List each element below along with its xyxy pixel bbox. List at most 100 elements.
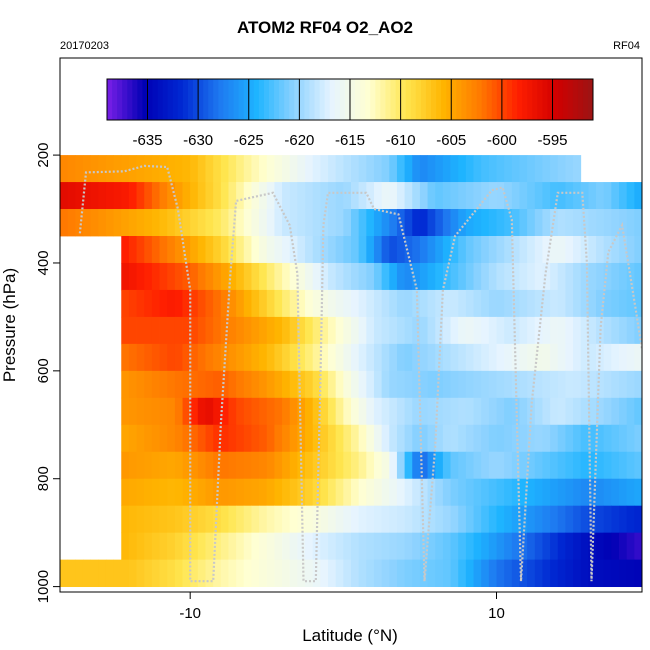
heatmap-cell — [259, 424, 268, 453]
heatmap-cell — [412, 236, 421, 264]
heatmap-cell — [511, 532, 520, 561]
heatmap-cell — [550, 505, 559, 534]
heatmap-cell — [121, 559, 130, 588]
heatmap-cell — [289, 397, 298, 426]
heatmap-cell — [297, 236, 306, 264]
heatmap-cell — [243, 182, 252, 210]
heatmap-cell — [496, 370, 505, 399]
heatmap-cell — [557, 559, 566, 588]
heatmap-cell — [266, 397, 275, 426]
heatmap-cell — [519, 262, 528, 291]
heatmap-cell — [381, 559, 390, 588]
heatmap-cell — [573, 262, 582, 291]
heatmap-cell — [312, 343, 321, 372]
heatmap-cell — [580, 451, 589, 480]
colorbar-segment — [415, 79, 422, 120]
heatmap-cell — [297, 397, 306, 426]
heatmap-cell — [458, 424, 467, 453]
heatmap-cell — [328, 559, 337, 588]
colorbar-segment — [491, 79, 498, 120]
heatmap-cell — [396, 397, 406, 426]
heatmap-cell — [573, 478, 582, 507]
colorbar-segment — [572, 79, 579, 120]
heatmap-cell — [343, 370, 352, 399]
heatmap-cell — [305, 505, 314, 534]
heatmap-cell — [481, 505, 490, 534]
heatmap-cell — [488, 236, 497, 264]
heatmap-cell — [190, 478, 199, 507]
heatmap-cell — [136, 209, 145, 237]
heatmap-cell — [619, 451, 628, 480]
heatmap-cell — [236, 209, 245, 237]
heatmap-cell — [611, 289, 620, 318]
heatmap-cell — [259, 209, 268, 237]
heatmap-cell — [496, 236, 505, 264]
heatmap-cell — [159, 397, 168, 426]
heatmap-cell — [396, 505, 406, 534]
heatmap-cell — [465, 289, 474, 318]
colorbar-tick-label: -625 — [234, 132, 264, 149]
heatmap-cell — [343, 209, 352, 237]
heatmap-cell — [496, 397, 505, 426]
heatmap-cell — [550, 209, 559, 237]
heatmap-cell — [121, 451, 130, 480]
heatmap-cell — [251, 155, 260, 183]
heatmap-cell — [496, 505, 505, 534]
heatmap-cell — [519, 397, 528, 426]
heatmap-cell — [465, 370, 474, 399]
flight-track-line — [78, 164, 642, 583]
heatmap-cell — [167, 370, 176, 399]
heatmap-cell — [634, 397, 642, 426]
heatmap-cell — [442, 262, 451, 291]
heatmap-cell — [205, 289, 214, 318]
heatmap-cell — [481, 424, 490, 453]
heatmap-cell — [534, 559, 543, 588]
heatmap-cell — [519, 424, 528, 453]
heatmap-cell — [335, 343, 344, 372]
heatmap-cell — [358, 209, 367, 237]
heatmap-cell — [121, 182, 130, 210]
heatmap-cell — [182, 236, 191, 264]
colorbar-segment — [334, 79, 341, 120]
heatmap-cell — [220, 370, 229, 399]
heatmap-cell — [450, 559, 459, 588]
heatmap-cell — [619, 397, 628, 426]
heatmap-cell — [511, 343, 520, 372]
heatmap-cell — [611, 262, 620, 291]
heatmap-cell — [167, 209, 176, 237]
heatmap-cell — [190, 262, 199, 291]
heatmap-cell — [573, 182, 582, 210]
heatmap-cell — [435, 182, 444, 210]
heatmap-cell — [527, 478, 536, 507]
heatmap-cell — [182, 532, 191, 561]
heatmap-cell — [419, 316, 428, 345]
heatmap-cell — [312, 316, 321, 345]
heatmap-cell — [305, 289, 314, 318]
plot-frame — [59, 57, 643, 593]
heatmap-cell — [481, 289, 490, 318]
heatmap-cell — [366, 505, 375, 534]
heatmap-cell — [603, 505, 612, 534]
heatmap-cell — [213, 182, 222, 210]
colorbar-tick-label: -620 — [284, 132, 314, 149]
heatmap-cell — [182, 155, 191, 183]
heatmap-cell — [557, 343, 566, 372]
heatmap-cell — [450, 370, 459, 399]
heatmap-cell — [435, 451, 444, 480]
colorbar-segment — [253, 79, 260, 120]
heatmap-cell — [228, 289, 237, 318]
heatmap-cell — [182, 478, 191, 507]
heatmap-cell — [98, 155, 107, 183]
heatmap-cell — [243, 559, 252, 588]
heatmap-cell — [481, 532, 490, 561]
heatmap-cell — [465, 505, 474, 534]
heatmap-cell — [580, 289, 589, 318]
heatmap-cell — [213, 424, 222, 453]
heatmap-cell — [251, 289, 260, 318]
heatmap-cell — [511, 236, 520, 264]
heatmap-cell — [373, 155, 383, 183]
heatmap-cell — [381, 397, 390, 426]
colorbar-segment — [198, 79, 204, 120]
heatmap-cell — [473, 236, 482, 264]
heatmap-cell — [404, 182, 413, 210]
